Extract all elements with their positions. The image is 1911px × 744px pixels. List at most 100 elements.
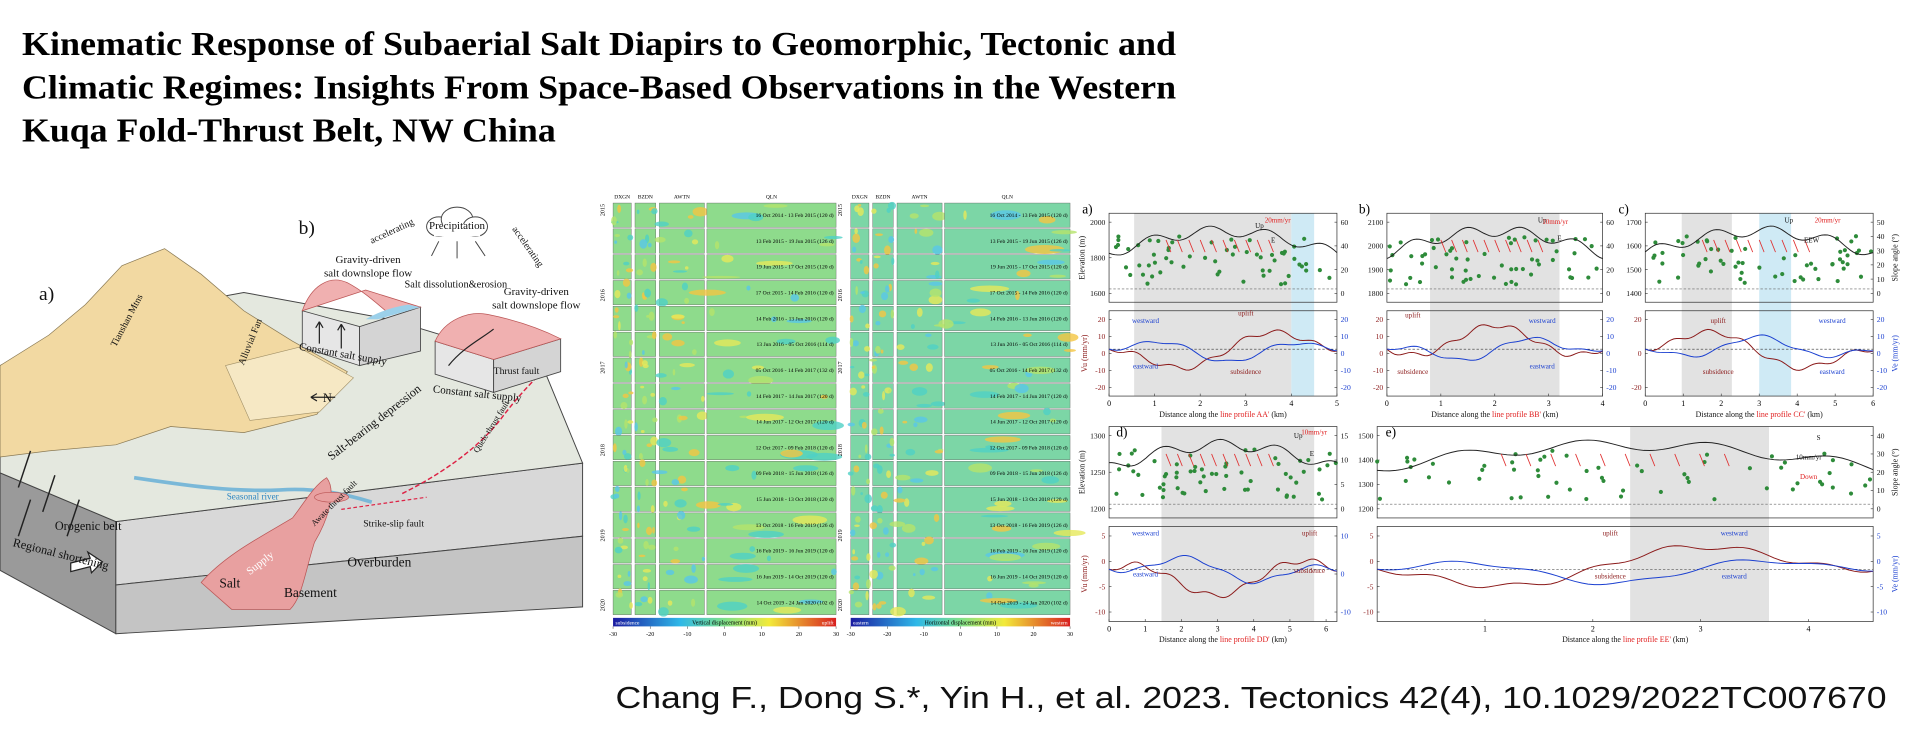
insar-spot [640,429,645,434]
y-tick-label: -10 [1877,366,1887,375]
insar-spot [651,331,657,340]
insar-spot [963,210,967,220]
insar-spot [623,261,630,266]
title-line: Kinematic Response of Subaerial Salt Dia… [22,26,1176,63]
slope-dot [1304,262,1309,267]
insar-spot [852,549,856,555]
insar-spot [639,459,646,467]
insar-cell [872,538,894,564]
insar-spot [866,478,870,485]
slope-dot [1449,275,1455,280]
annotation: Down [1800,473,1818,481]
insar-spot [746,391,752,397]
insar-spot [684,575,698,584]
insar-spot [717,503,734,506]
insar-cell [706,409,837,435]
insar-spot [681,321,685,325]
annotation: eastward [1133,363,1159,371]
shaded-zone [1759,213,1792,397]
insar-spot [636,505,641,513]
insar-spot [1024,245,1065,254]
elevation-curve [1108,225,1338,256]
slope-dot [1703,257,1708,262]
insar-spot [638,453,643,460]
annotation: westward [1132,317,1159,325]
annotation: 10mm/yr [1301,428,1327,436]
insar-spot [873,263,879,269]
slope-dot [1114,491,1119,496]
y-tick-label: 5 [1877,532,1881,541]
slope-dot [1618,494,1624,499]
slope-dot [1128,272,1133,278]
insar-spot [706,392,734,396]
insar-spot [913,416,928,423]
insar-spot [854,601,863,608]
slope-dot [1297,262,1302,267]
insar-spot [616,270,620,276]
elevation-curve [1386,226,1603,260]
shaded-zone [1161,426,1315,622]
insar-spot [656,438,672,448]
insar-spot [688,449,700,457]
insar-spot [895,474,911,481]
insar-spot [847,471,854,476]
slope-dot [1520,266,1525,272]
slope-dot [1217,269,1222,274]
slope-dot [1599,475,1605,480]
insar-spot [891,257,895,266]
insar-spot [780,449,803,458]
insar-spot [871,428,878,436]
insar-spot [642,350,645,356]
annotation: E [1557,235,1561,243]
insar-cell [706,564,837,590]
velocity-arrow [1256,453,1263,467]
elevation-curve [1109,438,1338,467]
x-tick-label: 4 [1601,399,1605,408]
insar-cell [706,280,837,306]
insar-cell [872,306,894,331]
title-line: Climatic Regimes: Insights From Space-Ba… [22,70,1176,107]
slope-dot [1863,483,1868,488]
year-label: 2018 [838,444,844,456]
slope-dot [1709,247,1714,252]
label: salt downslope flow [492,299,580,311]
insar-cell [896,254,943,280]
y-tick-label: 5 [1341,480,1345,489]
insar-spot [929,288,942,298]
insar-cell [944,564,1071,590]
y-tick-label: 1500 [1626,265,1641,274]
slope-dot [1175,486,1180,491]
elevation-curve [1644,225,1874,256]
insar-spot [613,493,620,499]
insar-spot [714,339,741,347]
slope-dot [1499,263,1504,268]
insar-spot [628,391,634,395]
colorbar-title: Vertical displacement (mm) [692,620,757,627]
insar-spot [860,291,865,294]
slope-dot [1747,466,1752,471]
colorbar-tick-label: -20 [883,632,891,638]
insar-spot [691,239,699,245]
insar-spot [695,501,721,509]
insar-cell [896,435,943,460]
slope-dot [1147,238,1152,243]
slope-dot [1620,488,1626,493]
slope-dot [1781,256,1786,261]
insar-spot [642,258,647,267]
insar-spot [984,436,1021,443]
insar-spot [638,554,646,558]
year-label: 2018 [601,444,607,456]
slope-dot [1224,473,1229,478]
colorbar [850,617,1071,627]
insar-cell [706,331,837,357]
velocity-arrow [1550,453,1557,467]
colorbar-tick-label: 30 [833,632,839,638]
vu-curve [1377,545,1874,589]
vu-curve [1108,558,1338,599]
insar-spot [879,426,884,435]
insar-spot [1025,366,1056,374]
slope-dot [1528,272,1534,277]
thrust-line [448,328,495,366]
slope-dot [1319,497,1325,502]
colorbar-tick-label: 10 [759,632,765,638]
